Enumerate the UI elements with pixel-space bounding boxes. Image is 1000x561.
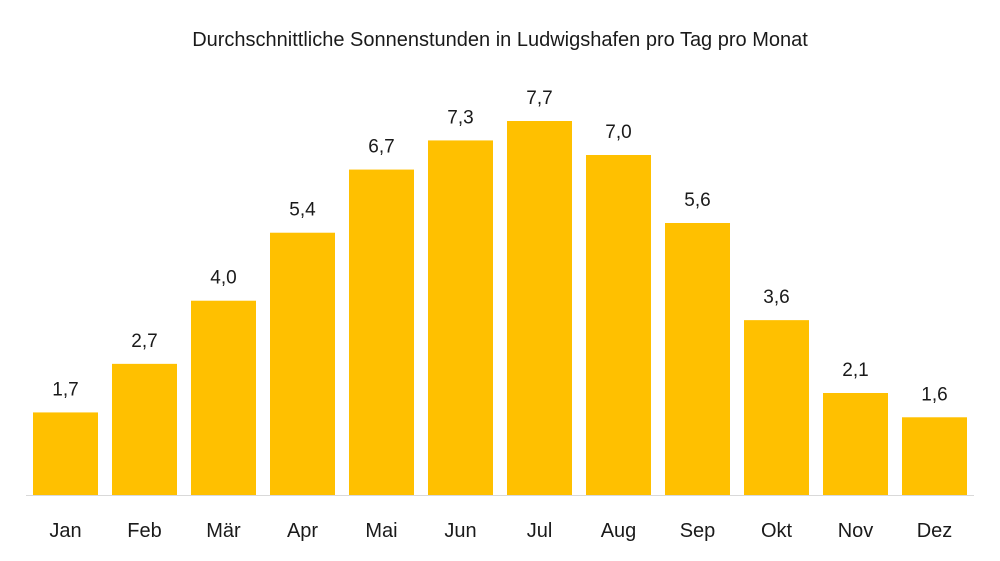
data-label-Nov: 2,1 (842, 360, 868, 381)
bar-Jun (428, 140, 493, 495)
bar-Mär (191, 300, 256, 495)
bar-Sep (665, 223, 730, 495)
x-tick-label-Sep: Sep (680, 520, 716, 542)
x-tick-label-Apr: Apr (287, 520, 318, 542)
x-tick-label-Jan: Jan (49, 520, 81, 542)
x-tick-label-Mär: Mär (206, 520, 241, 542)
bar-Nov (823, 393, 888, 495)
bar-Okt (744, 320, 809, 495)
data-label-Aug: 7,0 (605, 122, 631, 143)
data-label-Okt: 3,6 (763, 287, 789, 308)
data-label-Jan: 1,7 (52, 379, 78, 400)
bar-Mai (349, 169, 414, 496)
data-label-Sep: 5,6 (684, 190, 710, 211)
chart-title: Durchschnittliche Sonnenstunden in Ludwi… (192, 29, 808, 51)
bar-Jul (507, 121, 572, 495)
x-tick-label-Nov: Nov (838, 520, 874, 542)
x-tick-label-Mai: Mai (365, 520, 397, 542)
data-label-Dez: 1,6 (921, 384, 947, 405)
data-label-Jul: 7,7 (526, 88, 552, 109)
x-tick-label-Jun: Jun (444, 520, 476, 542)
bar-Apr (270, 232, 335, 495)
bar-Aug (586, 155, 651, 495)
x-tick-label-Feb: Feb (127, 520, 161, 542)
data-label-Feb: 2,7 (131, 331, 157, 352)
x-tick-label-Aug: Aug (601, 520, 637, 542)
x-tick-label-Dez: Dez (917, 520, 953, 542)
bar-Dez (902, 417, 967, 495)
data-label-Jun: 7,3 (447, 107, 473, 128)
x-tick-label-Jul: Jul (527, 520, 553, 542)
data-label-Apr: 5,4 (289, 200, 316, 221)
bar-Jan (33, 412, 98, 495)
data-label-Mai: 6,7 (368, 137, 394, 158)
bar-Feb (112, 363, 177, 495)
x-tick-label-Okt: Okt (761, 520, 793, 542)
data-label-Mär: 4,0 (210, 268, 236, 289)
